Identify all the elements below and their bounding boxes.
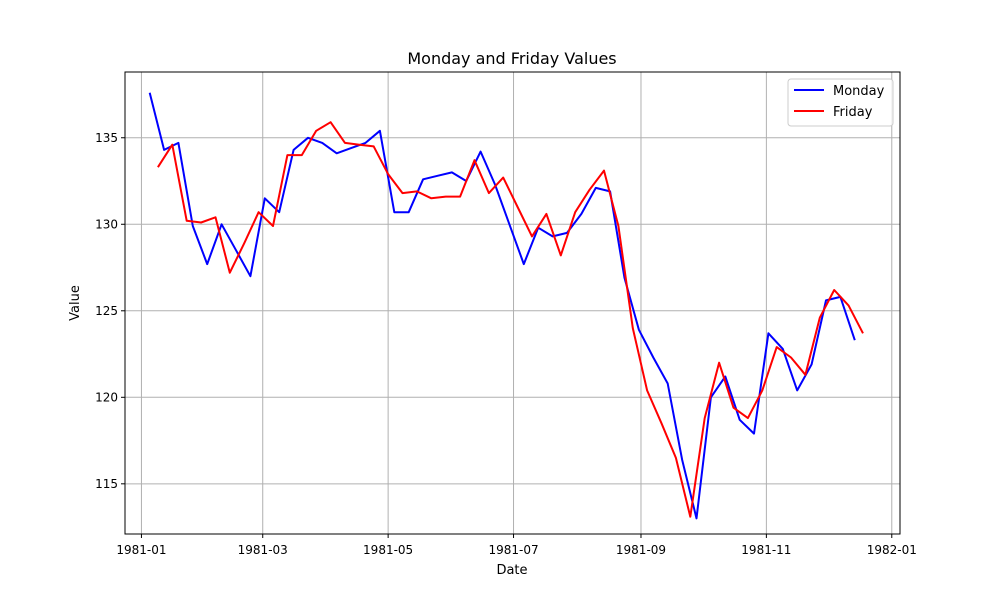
x-tick-label: 1981-09 <box>616 543 666 557</box>
y-tick-label: 125 <box>95 304 118 318</box>
series-lines <box>148 92 864 520</box>
y-tick-label: 115 <box>95 477 118 491</box>
series-line-friday <box>157 121 864 518</box>
grid-lines <box>125 72 900 534</box>
y-tick-label: 120 <box>95 390 118 404</box>
x-tick-label: 1981-11 <box>741 543 791 557</box>
x-tick-label: 1981-07 <box>488 543 538 557</box>
series-line-monday <box>148 92 856 520</box>
legend-label-friday: Friday <box>833 105 873 120</box>
plot-frame <box>124 71 901 535</box>
x-axis-label: Date <box>496 563 527 578</box>
x-tick-label: 1982-01 <box>867 543 917 557</box>
x-tick-label: 1981-05 <box>363 543 413 557</box>
x-tick-label: 1981-01 <box>116 543 166 557</box>
y-tick-label: 135 <box>95 131 118 145</box>
legend: Monday Friday <box>787 78 894 127</box>
chart-title: Monday and Friday Values <box>407 49 616 68</box>
axis-ticks: 1981-01 1981-03 1981-05 1981-07 1981-09 1981-… <box>95 131 917 557</box>
y-tick-label: 130 <box>95 217 118 231</box>
y-axis-label: Value <box>68 285 83 321</box>
legend-label-monday: Monday <box>833 84 885 99</box>
x-tick-label: 1981-03 <box>238 543 288 557</box>
